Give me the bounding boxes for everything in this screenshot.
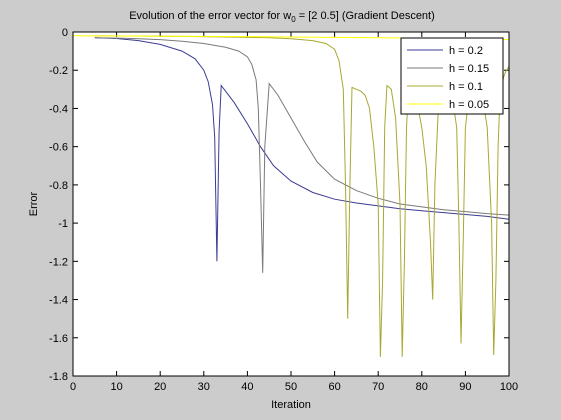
- y-tick-label: -1.8: [49, 371, 68, 383]
- chart-title: Evolution of the error vector for w0 = […: [129, 10, 435, 24]
- y-tick-label: -0.2: [49, 65, 68, 77]
- x-tick-label: 100: [500, 381, 518, 393]
- axes-frame: [72, 31, 510, 377]
- y-axis-ticks: 0 -0.2 -0.4 -0.6 -0.8 -1 -1.2 -1.4 -1.6 -1.8: [49, 27, 509, 383]
- x-tick-label: 90: [459, 381, 471, 393]
- x-tick-label: 20: [154, 381, 166, 393]
- y-axis-label: Error: [28, 191, 40, 216]
- x-tick-label: 60: [328, 381, 340, 393]
- legend-label-3: h = 0.1: [449, 81, 483, 93]
- y-tick-label: -0.4: [49, 103, 68, 115]
- y-tick-label: -1.4: [49, 295, 68, 307]
- y-tick-label: -0.6: [49, 142, 68, 154]
- chart-title-subscript: 0: [291, 15, 296, 24]
- series-line-1: [94, 37, 510, 262]
- y-tick-label: -1.6: [49, 333, 68, 345]
- x-tick-label: 40: [241, 381, 253, 393]
- legend-label-1: h = 0.2: [449, 45, 483, 57]
- x-axis-ticks: 0 10 20 30 40 50 60 70 80 90 100: [70, 32, 518, 393]
- x-axis-label: Iteration: [271, 399, 311, 411]
- x-tick-label: 30: [198, 381, 210, 393]
- x-tick-label: 50: [285, 381, 297, 393]
- chart-title-main: Evolution of the error vector for w: [129, 10, 291, 22]
- x-tick-label: 10: [110, 381, 122, 393]
- legend-label-2: h = 0.15: [449, 63, 489, 75]
- legend-box: [400, 37, 504, 115]
- x-tick-label: 70: [372, 381, 384, 393]
- y-tick-label: -0.8: [49, 180, 68, 192]
- y-tick-label: -1.2: [49, 256, 68, 268]
- y-tick-label: 0: [62, 27, 68, 39]
- x-tick-label: 80: [416, 381, 428, 393]
- x-tick-label: 0: [70, 381, 76, 393]
- series-line-2: [94, 37, 510, 273]
- legend-label-4: h = 0.05: [449, 99, 489, 111]
- y-tick-label: -1: [58, 218, 68, 230]
- chart-title-rest: = [2 0.5] (Gradient Descent): [296, 10, 435, 22]
- legend: h = 0.2 h = 0.15 h = 0.1 h = 0.05: [400, 37, 504, 115]
